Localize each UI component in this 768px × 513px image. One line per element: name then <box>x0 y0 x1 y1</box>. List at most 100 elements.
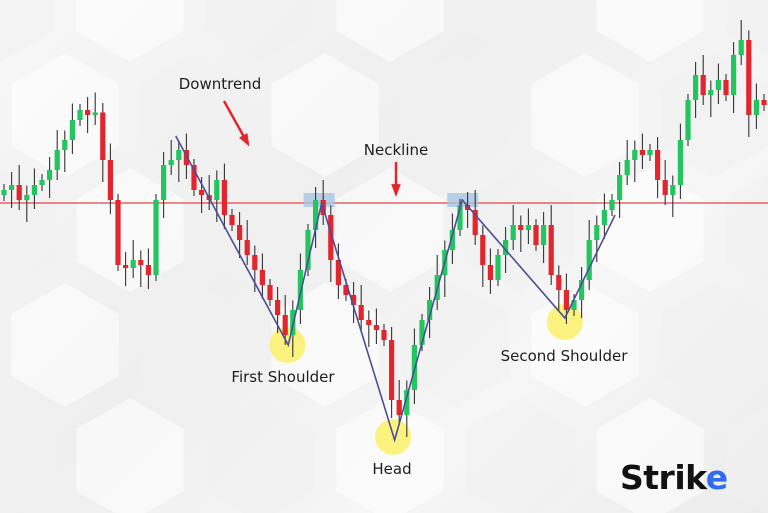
candle-down <box>465 205 471 210</box>
candle-down <box>533 225 539 245</box>
candle-up <box>24 195 30 200</box>
candle-up <box>54 150 60 170</box>
background-hexagon <box>76 0 184 62</box>
candle-down <box>563 290 569 310</box>
background-hexagon <box>661 53 768 177</box>
candle-down <box>396 400 402 415</box>
candle-down <box>229 215 235 225</box>
peak-box <box>303 193 335 207</box>
candle-up <box>510 225 516 240</box>
downtrend-arrow-head <box>238 133 250 147</box>
candle-up <box>69 120 75 140</box>
first-shoulder-label: First Shoulder <box>231 368 335 386</box>
candle-up <box>77 110 83 120</box>
downtrend-label: Downtrend <box>178 75 262 93</box>
background-hexagon <box>466 0 574 62</box>
candle-down <box>259 270 265 285</box>
candle-down <box>487 265 493 280</box>
background-hexagon <box>0 168 54 292</box>
candle-down <box>85 110 91 115</box>
candle-down <box>351 295 357 305</box>
neckline-label: Neckline <box>363 141 429 159</box>
candle-down <box>145 265 151 275</box>
background-hexagon <box>206 168 314 292</box>
candle-down <box>115 200 121 265</box>
candle-up <box>677 140 683 185</box>
candle-up <box>579 280 585 300</box>
candle-up <box>632 150 638 160</box>
candle-down <box>556 275 562 290</box>
candle-down <box>275 300 281 315</box>
background-hexagon <box>726 404 768 513</box>
candle-up <box>541 225 547 245</box>
candle-up <box>47 170 53 180</box>
candle-down <box>244 240 250 255</box>
candle-down <box>199 190 205 195</box>
candle-up <box>495 255 501 280</box>
neckline-arrow-head <box>391 184 401 197</box>
background-hexagon <box>531 283 639 407</box>
background-hexagon <box>206 398 314 513</box>
candle-up <box>31 185 37 195</box>
background-hexagon <box>11 283 119 407</box>
candle-down <box>107 160 113 200</box>
background-hexagon <box>596 168 704 292</box>
candle-down <box>267 285 273 300</box>
candle-up <box>601 210 607 225</box>
candle-up <box>571 300 577 310</box>
candle-down <box>548 225 554 275</box>
candle-up <box>449 230 455 250</box>
candle-up <box>404 390 410 415</box>
pattern-line <box>175 135 616 443</box>
candle-down <box>761 100 767 105</box>
candle-down <box>723 80 729 95</box>
candle-up <box>693 75 699 100</box>
strike-logo: Strike <box>620 458 728 497</box>
candle-down <box>639 150 645 155</box>
candle-down <box>662 180 668 195</box>
candle-up <box>130 260 136 268</box>
candle-down <box>518 225 524 230</box>
background-hexagon <box>596 0 704 62</box>
candle-down <box>183 150 189 165</box>
background-hexagon <box>141 283 249 407</box>
background-hexagon <box>336 0 444 62</box>
candle-down <box>237 225 243 240</box>
head-label: Head <box>372 460 412 478</box>
candle-up <box>168 160 174 165</box>
candle-up <box>214 180 220 200</box>
background-hexagon <box>466 398 574 513</box>
candle-down <box>252 255 258 270</box>
candle-up <box>457 205 463 230</box>
candle-up <box>161 165 167 200</box>
candle-down <box>191 165 197 190</box>
candle-up <box>647 150 653 155</box>
candle-down <box>700 75 706 95</box>
candle-up <box>617 175 623 200</box>
candle-down <box>358 305 364 320</box>
candle-down <box>746 40 752 115</box>
candle-up <box>594 225 600 240</box>
background-hexagon <box>336 398 444 513</box>
candle-down <box>373 325 379 330</box>
background-hexagon <box>401 283 509 407</box>
second-shoulder-label: Second Shoulder <box>500 347 628 365</box>
candle-up <box>419 320 425 345</box>
candle-up <box>715 80 721 90</box>
candle-up <box>62 140 68 150</box>
background-hexagon <box>726 174 768 286</box>
candle-down <box>381 330 387 340</box>
candle-up <box>153 200 159 275</box>
background-hexagon <box>11 53 119 177</box>
candle-up <box>525 225 531 230</box>
candle-down <box>138 260 144 265</box>
background-hexagon <box>76 398 184 513</box>
candle-down <box>480 235 486 265</box>
background-hexagon <box>76 168 184 292</box>
candle-down <box>472 210 478 235</box>
candle-up <box>685 100 691 140</box>
candle-up <box>503 240 509 255</box>
candle-up <box>586 240 592 280</box>
background-hexagon <box>531 53 639 177</box>
background-hexagon <box>726 0 768 56</box>
